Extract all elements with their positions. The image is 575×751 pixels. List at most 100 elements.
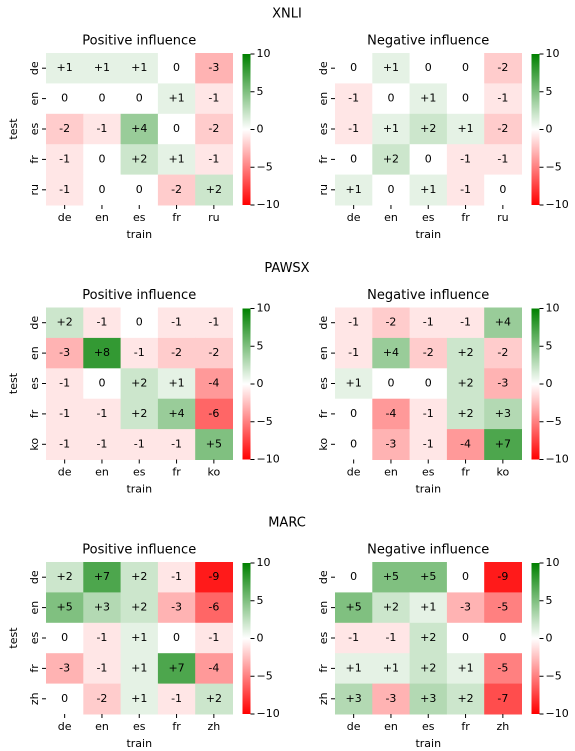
heatmap-cell	[446, 653, 485, 685]
heatmap-cell	[484, 83, 522, 115]
cell-label: 0	[61, 92, 68, 105]
y-tick-label: de	[317, 61, 330, 75]
x-axis-label: train	[415, 737, 441, 750]
cell-label: -2	[171, 183, 182, 196]
heatmap-cell	[120, 53, 159, 84]
x-tick-label: fr	[172, 466, 181, 479]
heatmap-cell	[484, 144, 522, 176]
heatmap-cell	[157, 683, 196, 715]
cell-label: -1	[460, 152, 471, 165]
x-axis-label: train	[415, 483, 441, 496]
cell-label: -2	[497, 122, 508, 135]
cell-label: +1	[131, 661, 147, 674]
heatmap-cell	[157, 622, 196, 654]
colorbar-tick-label: −5	[257, 669, 273, 682]
y-tick-label: es	[28, 122, 41, 135]
heatmap-cell	[46, 398, 84, 430]
y-tick-label: ko	[28, 438, 41, 451]
heatmap-cell	[446, 144, 485, 176]
x-tick-label: en	[95, 720, 109, 733]
heatmap-cell	[409, 337, 448, 369]
cell-label: -9	[208, 570, 219, 583]
heatmap-cell	[157, 653, 196, 685]
heatmap-cell	[83, 429, 122, 460]
cell-label: -1	[171, 570, 182, 583]
cell-label: -1	[171, 692, 182, 705]
heatmap-cell	[335, 683, 373, 715]
heatmap-cell	[409, 622, 448, 654]
cell-label: -1	[134, 346, 145, 359]
y-tick-label: de	[317, 316, 330, 330]
heatmap-cell	[335, 562, 373, 593]
heatmap-cell	[484, 368, 522, 400]
cell-label: -1	[460, 183, 471, 196]
x-tick-label: es	[422, 720, 435, 733]
cell-label: +1	[383, 122, 399, 135]
x-tick-label: de	[58, 211, 72, 224]
heatmap-cell	[446, 429, 485, 460]
heatmap-cell	[372, 429, 411, 460]
heatmap-cell	[120, 622, 159, 654]
cell-label: -3	[460, 601, 471, 614]
heatmap-cell	[195, 592, 233, 624]
heatmap-cell	[83, 337, 122, 369]
y-tick-label: fr	[28, 664, 41, 673]
heatmap-cell	[195, 307, 233, 339]
cell-label: +2	[383, 601, 399, 614]
heatmap-cell	[157, 307, 196, 339]
heatmap-cell	[446, 398, 485, 430]
cell-label: +1	[168, 152, 184, 165]
cell-label: -1	[423, 407, 434, 420]
cell-label: 0	[387, 92, 394, 105]
cell-label: +1	[420, 183, 436, 196]
heatmap-cell	[409, 368, 448, 400]
heatmap-cell	[446, 592, 485, 624]
heatmap-cell	[335, 429, 373, 460]
heatmap-cell	[484, 113, 522, 145]
heatmap-cell	[409, 653, 448, 685]
y-tick-label: ru	[317, 184, 330, 196]
colorbar-tick-label: 0	[546, 632, 553, 645]
cell-label: +8	[94, 346, 110, 359]
heatmap-cell	[157, 337, 196, 369]
heatmap-cell	[409, 562, 448, 593]
heatmap-cell	[157, 53, 196, 84]
heatmap-cell	[446, 174, 485, 206]
cell-label: 0	[173, 61, 180, 74]
heatmap-cell	[46, 592, 84, 624]
heatmap-cell	[83, 174, 122, 206]
x-tick-label: fr	[461, 211, 470, 224]
colorbar	[531, 563, 540, 714]
heatmap-cell	[120, 113, 159, 145]
colorbar-tick-label: 5	[546, 339, 553, 352]
cell-label: -2	[96, 692, 107, 705]
heatmap-cell	[46, 683, 84, 715]
cell-label: 0	[350, 61, 357, 74]
heatmap-cell	[120, 368, 159, 400]
cell-label: 0	[425, 61, 432, 74]
cell-label: +2	[457, 346, 473, 359]
cell-label: +2	[383, 152, 399, 165]
colorbar	[242, 54, 251, 205]
heatmap-cell	[372, 653, 411, 685]
y-tick-label: fr	[317, 664, 330, 673]
heatmap-cell	[372, 53, 411, 84]
cell-label: 0	[462, 570, 469, 583]
cell-label: -3	[59, 346, 70, 359]
heatmap-cell	[484, 53, 522, 84]
heatmap-cell	[46, 307, 84, 339]
heatmap-cell	[372, 174, 411, 206]
cell-label: +2	[457, 377, 473, 390]
heatmap-cell	[46, 368, 84, 400]
cell-label: +2	[131, 152, 147, 165]
colorbar-tick-label: 10	[257, 302, 271, 315]
cell-label: 0	[350, 437, 357, 450]
y-tick-label: ko	[317, 438, 330, 451]
cell-label: -2	[385, 316, 396, 329]
heatmap-cell	[409, 144, 448, 176]
cell-label: +5	[383, 570, 399, 583]
y-tick-label: fr	[317, 409, 330, 418]
y-tick-label: zh	[317, 692, 330, 705]
heatmap-cell	[83, 683, 122, 715]
colorbar-tick-label: 5	[257, 85, 264, 98]
